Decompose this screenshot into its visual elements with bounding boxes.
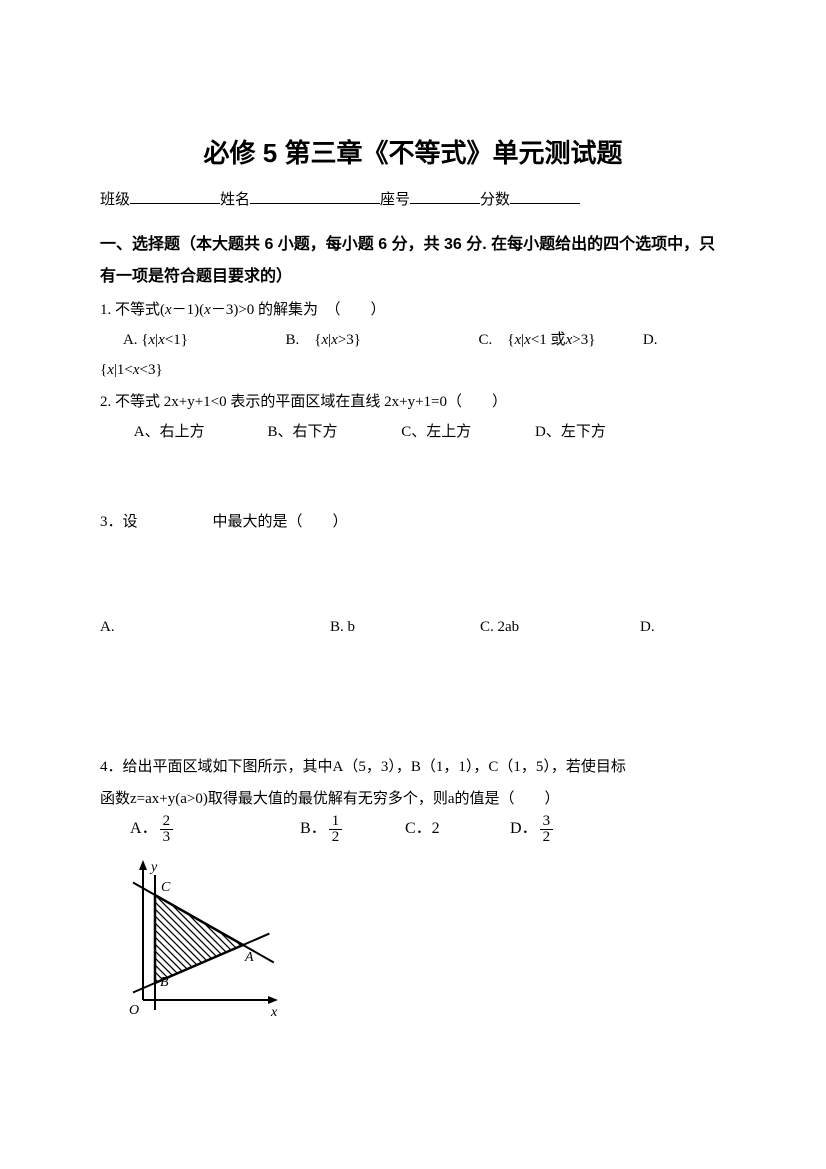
question-1-options-line2: {x|1<x<3} xyxy=(100,355,726,385)
q1-var2: x xyxy=(204,302,211,318)
section-1-title: 一、选择题（本大题共 6 小题，每小题 6 分，共 36 分. 在每小题给出的四… xyxy=(100,229,726,293)
q1-text3: －3)>0 的解集为 （ ） xyxy=(211,302,386,318)
q2-optB: B、右下方 xyxy=(268,417,398,447)
q3-optC: C. 2ab xyxy=(480,612,640,642)
q4-optC: C．2 xyxy=(405,815,510,844)
name-blank[interactable] xyxy=(250,188,380,204)
question-1-options: A. {x|x<1} B. {x|x>3} C. {x|x<1 或x>3} D. xyxy=(100,325,726,355)
svg-text:y: y xyxy=(149,860,158,875)
q3-optB: B. b xyxy=(330,612,480,642)
question-1: 1. 不等式(x－1)(x－3)>0 的解集为 （ ） xyxy=(100,295,726,325)
svg-text:x: x xyxy=(270,1005,278,1020)
class-label: 班级 xyxy=(100,192,130,208)
q1-optB: B. {x|x>3} xyxy=(286,332,362,348)
q1-optC: C. {x|x<1 或x>3} xyxy=(479,332,596,348)
question-4-line1: 4．给出平面区域如下图所示，其中A（5，3），B（1，1），C（1，5），若使目… xyxy=(100,752,726,782)
page-title: 必修 5 第三章《不等式》单元测试题 xyxy=(100,130,726,177)
question-4-options: A． 23 B． 12 C．2 D． 32 xyxy=(100,814,726,845)
score-label: 分数 xyxy=(480,192,510,208)
svg-text:C: C xyxy=(161,880,171,895)
q4-optD: D． 32 xyxy=(510,814,555,845)
q2-optC: C、左上方 xyxy=(401,417,531,447)
score-blank[interactable] xyxy=(510,188,580,204)
q1-optD: D. xyxy=(643,332,658,348)
seat-blank[interactable] xyxy=(410,188,480,204)
name-label: 姓名 xyxy=(220,192,250,208)
svg-text:B: B xyxy=(160,975,169,990)
question-2-options: A、右上方 B、右下方 C、左上方 D、左下方 xyxy=(100,417,726,447)
q1-text2: －1)( xyxy=(172,302,205,318)
q1-text: 1. 不等式( xyxy=(100,302,165,318)
q2-optD: D、左下方 xyxy=(535,424,606,440)
q4-graph: y x O C A B xyxy=(115,855,726,1036)
question-4-line2: 函数z=ax+y(a>0)取得最大值的最优解有无穷多个，则a的值是（ ） xyxy=(100,784,726,814)
class-blank[interactable] xyxy=(130,188,220,204)
q4-optB: B． 12 xyxy=(300,814,405,845)
q3-optA: A. xyxy=(100,612,330,642)
q2-optA: A、右上方 xyxy=(134,417,264,447)
svg-text:O: O xyxy=(129,1003,139,1018)
q4-optA: A． 23 xyxy=(130,814,300,845)
question-3-options: A. B. b C. 2ab D. xyxy=(100,612,726,642)
q1-optA: A. {x|x<1} xyxy=(123,332,188,348)
q3-optD: D. xyxy=(640,612,655,642)
svg-text:A: A xyxy=(244,950,254,965)
seat-label: 座号 xyxy=(380,192,410,208)
student-info-line: 班级 姓名 座号 分数 xyxy=(100,187,726,214)
q1-var: x xyxy=(165,302,172,318)
question-2: 2. 不等式 2x+y+1<0 表示的平面区域在直线 2x+y+1=0（ ） xyxy=(100,387,726,417)
question-3: 3．设 中最大的是（ ） xyxy=(100,507,726,537)
